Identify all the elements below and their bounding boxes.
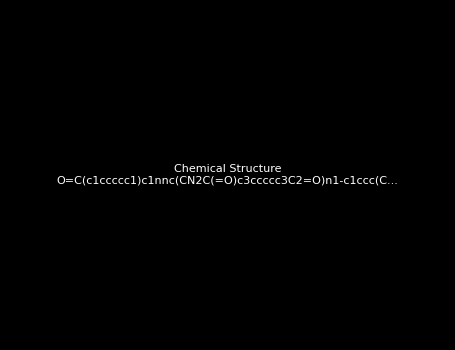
Text: Chemical Structure
O=C(c1ccccc1)c1nnc(CN2C(=O)c3ccccc3C2=O)n1-c1ccc(C...: Chemical Structure O=C(c1ccccc1)c1nnc(CN… [56, 164, 399, 186]
